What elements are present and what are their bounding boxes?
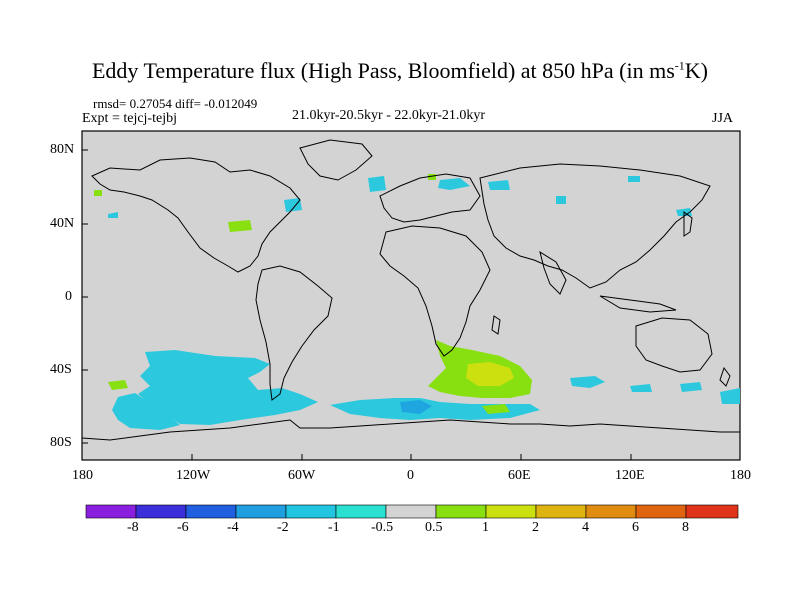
- rmsd-diff-label: rmsd= 0.27054 diff= -0.012049: [93, 96, 257, 112]
- anomaly-positive-south: [482, 404, 510, 414]
- period-label: 21.0kyr-20.5kyr - 22.0kyr-21.0kyr: [292, 108, 486, 123]
- x-tick-60e: 60E: [508, 468, 531, 483]
- x-tick-180w: 180: [72, 468, 93, 483]
- colorbar-box-11: [585, 504, 637, 519]
- x-tick-120e: 120E: [615, 468, 645, 483]
- coast-antarctica: [81, 419, 740, 441]
- colorbar-box-2: [135, 504, 187, 519]
- coast-europe: [379, 173, 481, 223]
- experiment-label: Expt = tejcj-tejbj: [82, 111, 177, 126]
- coast-australia: [635, 317, 713, 373]
- colorbar-box-1: [85, 504, 137, 519]
- y-tick-40n: 40N: [50, 216, 75, 231]
- anomaly-fills: [94, 174, 740, 430]
- coastlines: [81, 139, 740, 441]
- colorbar-label-9: 2: [532, 520, 539, 535]
- colorbar-label-12: 8: [682, 520, 689, 535]
- coast-japan: [683, 211, 693, 237]
- x-tick-120w: 120W: [176, 468, 211, 483]
- anomaly-north-pacific-3: [556, 196, 566, 204]
- y-tick-40s: 40S: [50, 362, 72, 377]
- colorbar-box-8: [435, 504, 487, 519]
- colorbar-label-7: 0.5: [425, 520, 443, 535]
- coast-asia: [479, 163, 711, 289]
- colorbar-box-4: [235, 504, 287, 519]
- colorbar-label-1: -8: [127, 520, 139, 535]
- anomaly-south-indian-2: [570, 376, 605, 388]
- colorbar-label-5: -1: [328, 520, 340, 535]
- anomaly-south-pacific: [138, 350, 318, 425]
- colorbar-box-12: [635, 504, 687, 519]
- colorbar: [85, 504, 739, 519]
- coast-new-zealand: [719, 366, 731, 387]
- anomaly-north-pacific-1: [108, 212, 118, 218]
- y-tick-80n: 80N: [50, 142, 75, 157]
- colorbar-label-8: 1: [482, 520, 489, 535]
- x-tick-180e: 180: [730, 468, 751, 483]
- chart-title: Eddy Temperature flux (High Pass, Bloomf…: [0, 58, 800, 84]
- colorbar-label-10: 4: [582, 520, 589, 535]
- diff-value: diff= -0.012049: [175, 96, 258, 111]
- title-superscript: -1: [674, 58, 685, 73]
- coast-north-america: [91, 157, 301, 273]
- colorbar-box-9: [485, 504, 537, 519]
- title-main: Eddy Temperature flux (High Pass, Bloomf…: [91, 58, 675, 83]
- season-label: JJA: [712, 111, 734, 126]
- y-tick-0: 0: [65, 289, 72, 304]
- anomaly-north-pacific-4: [628, 176, 640, 182]
- colorbar-box-7: [385, 504, 437, 519]
- anomaly-north-america-1: [228, 220, 252, 232]
- anomaly-south-indian-4: [680, 382, 702, 392]
- title-tail: K): [684, 58, 708, 83]
- coast-indonesia: [599, 295, 677, 313]
- x-tick-0: 0: [407, 468, 414, 483]
- anomaly-south-atlantic-2: [400, 400, 432, 414]
- coast-india: [539, 250, 567, 295]
- colorbar-box-10: [535, 504, 587, 519]
- colorbar-box-13: [685, 504, 739, 519]
- anomaly-south-east: [720, 388, 740, 404]
- colorbar-box-3: [185, 504, 237, 519]
- colorbar-label-2: -6: [177, 520, 189, 535]
- anomaly-north-asia: [488, 180, 510, 190]
- colorbar-label-4: -2: [277, 520, 289, 535]
- anomaly-north-atlantic: [368, 176, 386, 192]
- colorbar-box-6: [335, 504, 387, 519]
- rmsd-value: rmsd= 0.27054: [93, 96, 172, 111]
- colorbar-label-11: 6: [632, 520, 639, 535]
- anomaly-south-pacific-2: [112, 393, 180, 430]
- x-tick-60w: 60W: [288, 468, 316, 483]
- axis-ticks: [81, 149, 741, 460]
- colorbar-label-6: -0.5: [371, 520, 394, 535]
- anomaly-positive-west: [108, 380, 128, 390]
- colorbar-box-5: [285, 504, 337, 519]
- coast-greenland: [299, 139, 373, 181]
- anomaly-south-atlantic: [330, 398, 540, 420]
- anomaly-north-europe: [438, 178, 470, 190]
- anomaly-south-indian-3: [630, 384, 652, 392]
- anomaly-positive-core: [466, 362, 514, 386]
- y-tick-80s: 80S: [50, 435, 72, 450]
- coast-madagascar: [491, 315, 501, 335]
- anomaly-north-america-2: [94, 190, 102, 196]
- anomaly-north-america-3: [284, 198, 302, 212]
- coast-africa: [379, 225, 491, 357]
- colorbar-label-3: -4: [227, 520, 239, 535]
- coast-south-america: [255, 265, 333, 401]
